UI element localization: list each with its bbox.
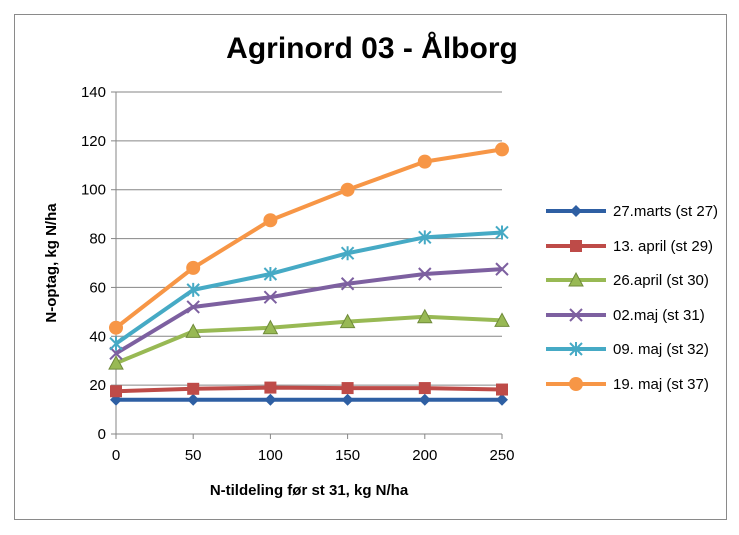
point-marker	[186, 300, 200, 314]
series-13-april-st-29-	[110, 381, 508, 398]
point-marker	[340, 277, 355, 291]
series-line	[114, 267, 503, 356]
point-marker	[108, 355, 124, 370]
point-marker	[263, 290, 278, 304]
point-marker	[418, 393, 431, 406]
point-marker	[568, 271, 584, 287]
point-marker	[496, 393, 508, 406]
point-marker	[186, 260, 201, 275]
y-tick-label: 20	[89, 377, 106, 394]
series-26-april-st-30-	[108, 308, 510, 370]
point-marker	[495, 142, 509, 157]
series-27-marts-st-27-	[110, 393, 508, 406]
x-tick-label: 0	[112, 447, 120, 464]
series-line	[115, 314, 503, 366]
point-marker	[495, 262, 509, 276]
point-marker	[187, 382, 200, 395]
legend-item: 27.marts (st 27)	[546, 203, 718, 220]
point-marker	[570, 205, 582, 217]
point-marker	[418, 382, 431, 395]
series-line	[114, 147, 503, 330]
x-tick-label: 50	[185, 447, 202, 464]
point-marker	[109, 336, 123, 351]
point-marker	[494, 312, 510, 327]
series-09-maj-st-32-	[109, 225, 509, 351]
series-02-maj-st-31-	[109, 262, 509, 361]
point-marker	[185, 323, 202, 338]
point-marker	[570, 240, 582, 252]
legend-label: 26.april (st 30)	[613, 272, 709, 289]
point-marker	[341, 382, 354, 395]
legend-item: 02.maj (st 31)	[546, 307, 705, 324]
series-19-maj-st-37-	[109, 142, 509, 335]
point-marker	[340, 246, 355, 261]
x-tick-label: 200	[412, 447, 437, 464]
point-marker	[264, 393, 277, 406]
point-marker	[263, 266, 278, 281]
x-tick-label: 100	[258, 447, 283, 464]
point-marker	[187, 393, 200, 406]
y-tick-label: 140	[81, 84, 106, 101]
legend-label: 19. maj (st 37)	[613, 376, 709, 393]
legend-item: 09. maj (st 32)	[546, 341, 709, 358]
point-marker	[109, 346, 123, 361]
y-tick-label: 0	[98, 426, 106, 443]
legend: 27.marts (st 27) 13. april (st 29) 26.apri…	[546, 203, 718, 393]
y-tick-label: 80	[89, 231, 106, 248]
legend-item: 13. april (st 29)	[546, 238, 713, 255]
legend-label: 27.marts (st 27)	[613, 203, 718, 220]
point-marker	[340, 182, 355, 197]
series-group	[108, 142, 510, 406]
y-tick-label: 120	[81, 133, 106, 150]
legend-item: 26.april (st 30)	[546, 271, 709, 289]
point-marker	[418, 267, 432, 281]
point-marker	[569, 377, 583, 391]
axes	[111, 91, 503, 439]
y-tick-label: 100	[81, 182, 106, 199]
point-marker	[416, 308, 433, 324]
x-tick-labels: 0 50 100 150 200 250	[112, 447, 515, 464]
x-tick-label: 150	[335, 447, 360, 464]
point-marker	[341, 393, 354, 406]
point-marker	[264, 381, 277, 394]
point-marker	[263, 213, 278, 228]
point-marker	[418, 230, 432, 245]
y-axis-title: N-optag, kg N/ha	[43, 203, 60, 323]
point-marker	[417, 154, 432, 169]
point-marker	[109, 320, 123, 335]
legend-label: 13. april (st 29)	[613, 238, 713, 255]
point-marker	[186, 282, 200, 297]
legend-label: 02.maj (st 31)	[613, 307, 705, 324]
point-marker	[495, 225, 509, 240]
y-tick-label: 40	[89, 328, 106, 345]
x-tick-label: 250	[489, 447, 514, 464]
chart-title: Agrinord 03 - Ålborg	[226, 32, 518, 65]
point-marker	[110, 385, 122, 398]
legend-item: 19. maj (st 37)	[546, 376, 709, 393]
point-marker	[569, 308, 583, 322]
point-marker	[569, 342, 583, 356]
series-line	[114, 230, 503, 346]
series-line	[115, 385, 503, 394]
point-marker	[496, 383, 508, 396]
y-tick-labels: 0 20 40 60 80 100 120 140	[81, 84, 106, 443]
y-tick-label: 60	[89, 279, 106, 296]
chart-frame	[14, 14, 727, 520]
point-marker	[339, 313, 356, 329]
x-axis-title: N-tildeling før st 31, kg N/ha	[210, 482, 409, 499]
legend-label: 09. maj (st 32)	[613, 341, 709, 358]
point-marker	[262, 319, 279, 335]
